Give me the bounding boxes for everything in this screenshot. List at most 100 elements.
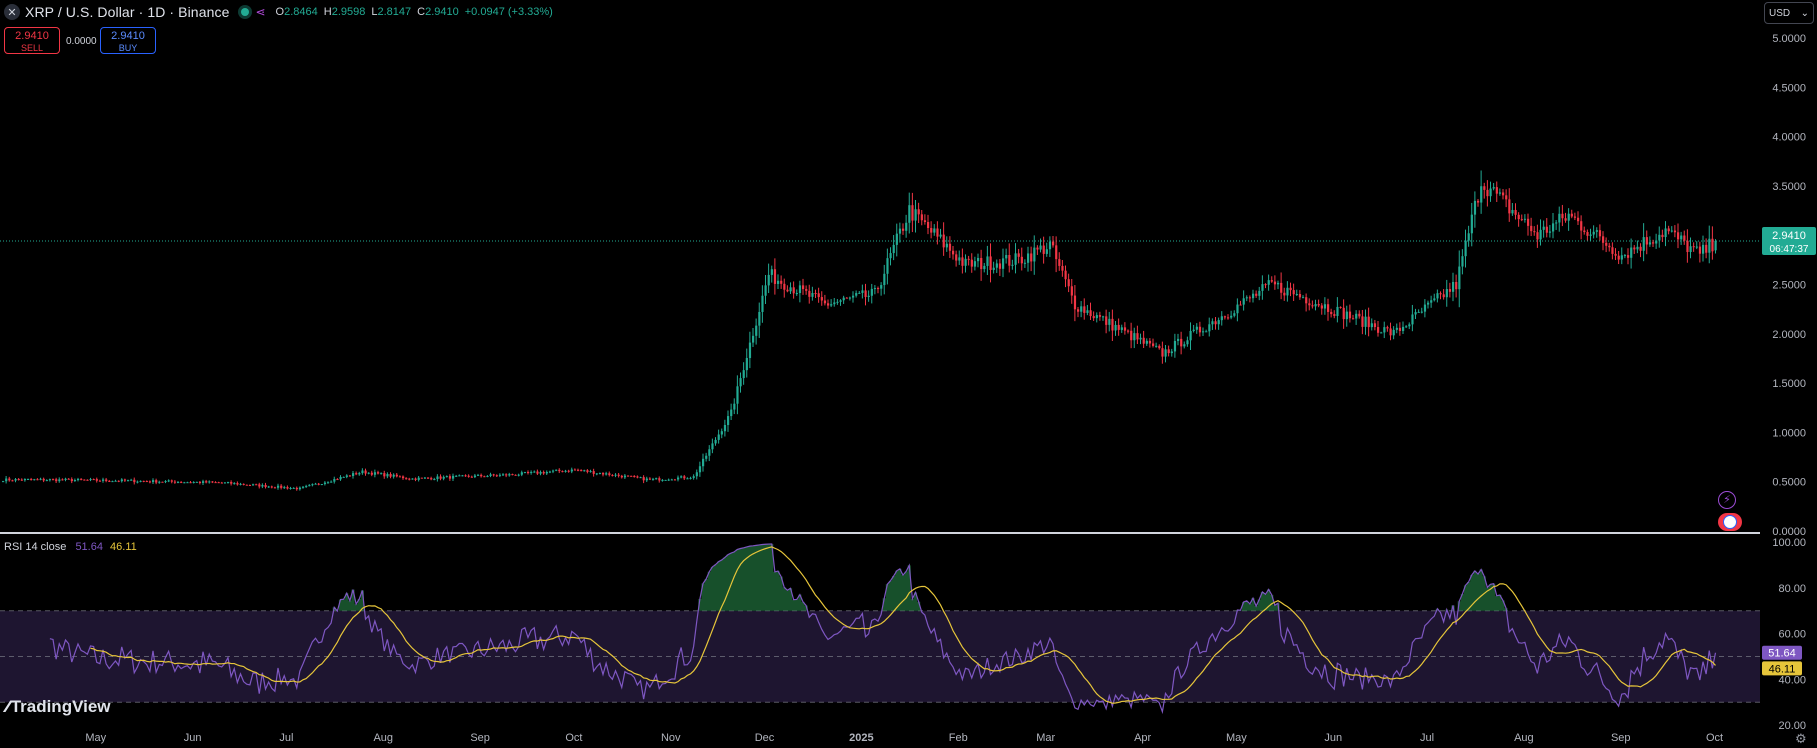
candle-body [1283,292,1286,296]
candle-body [1120,327,1123,330]
candle-body [983,265,986,270]
us-flag-icon[interactable] [1718,513,1742,531]
candle-body [948,243,952,251]
candle-body [1533,231,1536,233]
candle-body [795,293,798,295]
candle-body [220,482,223,484]
candle-body [1492,187,1495,189]
candle-body [1461,256,1464,267]
tradingview-logo[interactable]: ⁄⁄ TradingView [6,697,111,717]
candle-body [786,289,789,292]
candle-body [1567,213,1570,221]
sell-button[interactable]: 2.9410 SELL [4,27,60,54]
candle-body [1295,294,1298,296]
candle-body [1348,311,1352,319]
candle-body [114,480,117,482]
candle-body [1020,256,1023,264]
candle-body [936,228,939,237]
candle-body [692,476,695,478]
candle-body [1711,238,1714,252]
candle-body [998,263,1002,269]
candle-body [989,256,992,270]
candle-body [1495,187,1498,194]
candle-body [161,481,164,483]
candle-body [589,471,592,473]
rsi-tick-label: 20.00 [1778,720,1806,732]
time-tick-label: Jul [279,732,293,744]
symbol-title[interactable]: XRP / U.S. Dollar · 1D · Binance [25,4,230,20]
candle-body [1236,304,1239,314]
candle-body [1342,307,1345,320]
candle-body [1583,230,1586,233]
candle-body [33,479,36,481]
candle-body [1136,333,1139,340]
currency-selector[interactable]: USD ⌄ [1764,2,1814,24]
candle-body [498,474,502,476]
time-tick-label: May [1226,732,1247,744]
candle-body [1258,290,1261,296]
candle-body [1111,318,1114,331]
candle-body [908,205,911,223]
rsi-axis: 100.00 80.00 60.00 40.00 20.00 51.64 46.11 [1762,537,1806,732]
candle-body [530,471,533,473]
candle-body [1192,329,1195,331]
candle-body [1558,213,1561,223]
candle-body [214,482,217,484]
candle-body [2,481,5,483]
candle-body [5,478,8,482]
candle-body [423,477,427,479]
candle-body [167,480,170,482]
candle-body [1123,327,1127,331]
candle-body [83,479,86,481]
candle-body [1252,293,1255,299]
candle-body [1705,244,1708,253]
close-icon[interactable]: ✕ [4,4,20,20]
candle-body [492,474,495,476]
candle-body [1286,287,1289,296]
share-icon[interactable]: ⋖ [255,5,266,19]
candle-body [1508,199,1511,214]
candle-body [452,475,455,479]
candle-body [1242,298,1245,305]
candle-body [352,473,355,477]
candle-body [205,481,208,483]
candle-body [823,300,827,304]
rsi-pane [0,543,1760,715]
candle-body [17,479,20,481]
pane-separator[interactable] [0,532,1760,534]
buy-button[interactable]: 2.9410 BUY [100,27,156,54]
candle-body [1392,329,1395,336]
candle-body [1155,345,1158,347]
candle-body [445,476,448,478]
candle-body [117,480,120,482]
candle-body [80,478,83,480]
candle-body [42,478,45,481]
candle-body [389,474,392,477]
candle-body [302,486,305,488]
candle-body [320,484,323,486]
candle-body [236,483,239,485]
candle-body [502,474,505,476]
candle-body [39,478,42,480]
candle-body [464,475,467,477]
candle-body [814,293,817,295]
candle-body [1311,305,1314,307]
candle-body [552,470,555,472]
candle-body [942,234,945,248]
time-tick-label: Aug [1514,732,1534,744]
settings-icon[interactable]: ⚙ [1795,731,1807,746]
candle-body [992,267,995,270]
candle-body [523,472,527,474]
candle-body [127,480,130,482]
lightning-icon[interactable]: ⚡ [1718,491,1736,509]
candle-body [1470,214,1473,234]
candle-body [105,479,108,481]
price-tick-label: 4.5000 [1772,82,1806,94]
candle-body [1623,255,1627,257]
buy-price: 2.9410 [111,30,145,42]
candle-body [923,220,927,222]
candle-body [483,476,486,478]
candle-body [667,479,670,481]
candle-body [467,475,470,477]
